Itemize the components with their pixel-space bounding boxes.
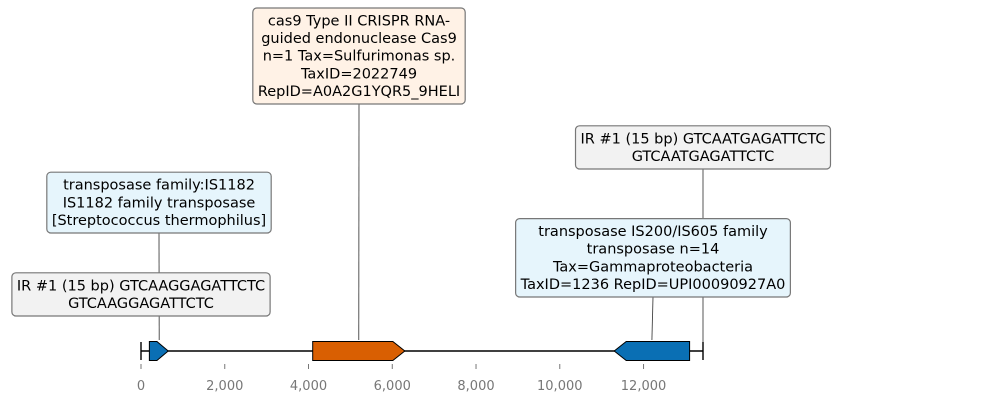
x-tick-label: 4,000 [290,379,327,394]
feature-cas9 [312,341,406,361]
annotation-text-line: IS1182 family transposase [63,195,256,211]
genome-track [140,341,704,361]
annotation-text-line: cas9 Type II CRISPR RNA- [268,14,450,30]
annotation-text-line: transposase IS200/IS605 family [538,224,768,240]
annotation-box [574,125,832,170]
leader-transposase-is200 [651,296,654,341]
annotation-text-line: IR #1 (15 bp) GTCAATGAGATTCTC [581,131,826,147]
annotation-text-line: TaxID=1236 RepID=UPI00090927A0 [520,277,786,293]
annotation-text-line: RepID=A0A2G1YQR5_9HELI [258,84,460,100]
annotation-box [515,218,791,298]
annotation-text-line: transposase family:IS1182 [63,178,255,194]
x-tick-label: 6,000 [374,379,411,394]
annotation-cas9: cas9 Type II CRISPR RNA-guided endonucle… [252,7,466,105]
annotation-ir-left: IR #1 (15 bp) GTCAAGGAGATTCTC GTCAAGGAGAT… [11,272,271,317]
annotation-text-line: GTCAATGAGATTCTC [632,149,775,165]
x-tick-label: 8,000 [457,379,494,394]
x-tick-label: 2,000 [206,379,243,394]
annotation-text-line: GTCAAGGAGATTCTC [68,296,214,312]
annotation-text-line: IR #1 (15 bp) GTCAAGGAGATTCTC [17,278,265,294]
x-tick-label: 10,000 [537,379,583,394]
feature-transposase-is1182 [148,341,169,361]
annotation-text-line: transposase n=14 [587,242,720,258]
annotation-text-line: n=1 Tax=Sulfurimonas sp. [263,49,456,65]
x-tick-label: 12,000 [621,379,667,394]
annotation-labels: IR #1 (15 bp) GTCAAGGAGATTCTC GTCAAGGAGAT… [11,7,832,317]
x-axis: 0 2,000 4,000 6,000 8,000 10,000 12,000 [137,364,666,394]
annotation-box [252,7,466,105]
annotation-text-line: guided endonuclease Cas9 [261,31,457,47]
x-tick-label: 0 [137,379,145,394]
feature-transposase-is200 [613,341,691,361]
annotation-text-line: [Streptococcus thermophilus] [52,213,266,229]
annotation-box [46,171,272,234]
annotation-box [11,272,271,317]
annotation-text-line: TaxID=2022749 [300,66,417,82]
annotation-ir-right: IR #1 (15 bp) GTCAATGAGATTCTC GTCAATGAGAT… [574,125,832,170]
annotation-text-line: Tax=Gammaproteobacteria [552,259,753,275]
annotation-transposase-is200: transposase IS200/IS605 family transposas… [515,218,791,298]
